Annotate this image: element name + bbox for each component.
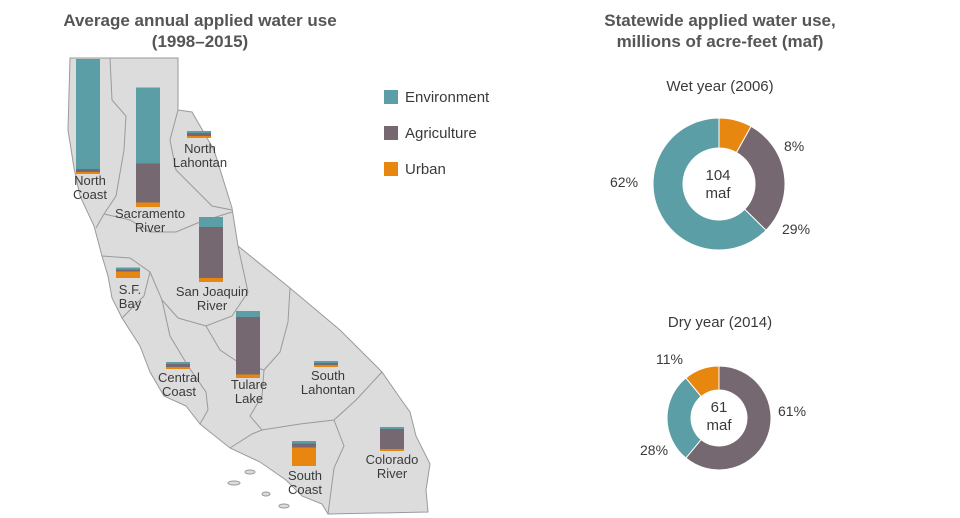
bar-south-coast-environment [292,441,316,444]
wet-year-title: Wet year (2006) [666,78,774,95]
wet-center-unit: maf [705,185,731,202]
region-label-sacramento-2: River [135,220,166,235]
dry-year-title: Dry year (2014) [667,314,773,331]
region-label-san-joaquin: San Joaquin [176,284,248,299]
bar-north-coast-agriculture [76,169,100,172]
legend-swatch-environment [384,90,398,104]
donut-charts-title-line1: Statewide applied water use, [604,11,836,30]
dry-label-agriculture: 61% [778,403,806,419]
bar-north-lahontan-environment [187,131,211,133]
bar-south-coast-agriculture [292,443,316,448]
bar-colorado-river-agriculture [380,429,404,449]
map-bars [76,59,404,466]
region-boundaries [95,57,383,515]
legend-item-agriculture: Agriculture [384,124,489,142]
legend-label-urban: Urban [405,160,446,178]
region-label-sacramento: Sacramento [115,206,185,221]
bar-central-coast-agriculture [166,364,190,367]
dry-center-value: 61 [711,399,728,416]
region-label-south-lahontan: South [311,368,345,383]
region-label-north-coast: North [74,173,106,188]
region-label-north-lahontan-2: Lahontan [173,155,227,170]
legend-label-environment: Environment [405,88,490,106]
bar-central-coast-urban [166,367,190,369]
region-label-sf-bay: S.F. [119,282,141,297]
dry-label-urban: 11% [656,351,683,367]
region-label-tulare-lake-2: Lake [235,391,263,406]
legend: Environment Agriculture Urban [384,88,489,196]
donut-charts-title-line2: millions of acre-feet (maf) [616,32,824,51]
donut-charts-title: Statewide applied water use, millions of… [560,10,880,52]
bar-sacramento-river-urban [136,202,160,207]
region-label-sf-bay-2: Bay [119,296,142,311]
island-2 [244,469,256,475]
map-labels: North Coast Sacramento River North Lahon… [73,141,418,497]
bar-north-lahontan-agriculture [187,133,211,136]
dry-slice-urban [685,365,720,398]
bar-south-lahontan-urban [314,365,338,367]
bar-tulare-lake-agriculture [236,317,260,375]
bar-tulare-lake-urban [236,374,260,378]
region-label-north-lahontan: North [184,141,216,156]
region-label-north-coast-2: Coast [73,187,107,202]
bar-north-lahontan-urban [187,136,211,138]
bar-tulare-lake-environment [236,311,260,317]
legend-item-urban: Urban [384,160,489,178]
boundary-colorado-river [327,419,345,515]
map-chart-title-line1: Average annual applied water use [63,11,337,30]
map-chart-title: Average annual applied water use (1998–2… [20,10,380,52]
boundary-south-coast [229,429,263,449]
wet-label-environment: 62% [610,174,638,190]
region-label-central-coast-2: Coast [162,384,196,399]
region-label-south-coast-2: Coast [288,482,322,497]
bar-colorado-river-environment [380,427,404,429]
channel-islands [227,469,290,509]
bar-colorado-river-urban [380,449,404,451]
region-label-south-coast: South [288,468,322,483]
dry-slice-agriculture [685,365,772,471]
legend-swatch-urban [384,162,398,176]
region-label-south-lahontan-2: Lahontan [301,382,355,397]
bar-sacramento-river-agriculture [136,163,160,203]
island-4 [278,503,290,509]
bar-sacramento-river-environment [136,87,160,164]
bar-san-joaquin-river-urban [199,278,223,282]
region-label-tulare-lake: Tulare [231,377,267,392]
bar-s-f-bay-agriculture [116,269,140,272]
bar-south-coast-urban [292,447,316,466]
wet-center-value: 104 [705,167,730,184]
bar-north-coast-urban [76,172,100,174]
boundary-south-lahontan [249,369,383,431]
boundary-north-lahontan [169,109,233,211]
island-3 [261,491,271,497]
bar-south-lahontan-agriculture [314,363,338,365]
bar-north-coast-environment [76,59,100,169]
dry-year-donut [666,365,772,471]
legend-swatch-agriculture [384,126,398,140]
legend-item-environment: Environment [384,88,489,106]
bar-san-joaquin-river-agriculture [199,227,223,278]
region-label-central-coast: Central [158,370,200,385]
bar-san-joaquin-river-environment [199,217,223,227]
dry-label-environment: 28% [640,442,668,458]
island-1 [227,480,241,486]
region-label-colorado-river: Colorado [366,452,419,467]
wet-year-donut [652,117,786,251]
bar-central-coast-environment [166,362,190,364]
wet-slice-environment [652,117,767,251]
region-label-san-joaquin-2: River [197,298,228,313]
region-label-colorado-river-2: River [377,466,408,481]
wet-label-agriculture: 29% [782,221,810,237]
boundary-central-coast [161,299,209,425]
legend-label-agriculture: Agriculture [405,124,477,142]
bar-s-f-bay-environment [116,267,140,270]
bar-s-f-bay-urban [116,271,140,278]
dry-center-unit: maf [706,417,732,434]
map-chart-title-line2: (1998–2015) [151,32,249,51]
wet-label-urban: 8% [784,138,804,154]
bar-south-lahontan-environment [314,361,338,363]
